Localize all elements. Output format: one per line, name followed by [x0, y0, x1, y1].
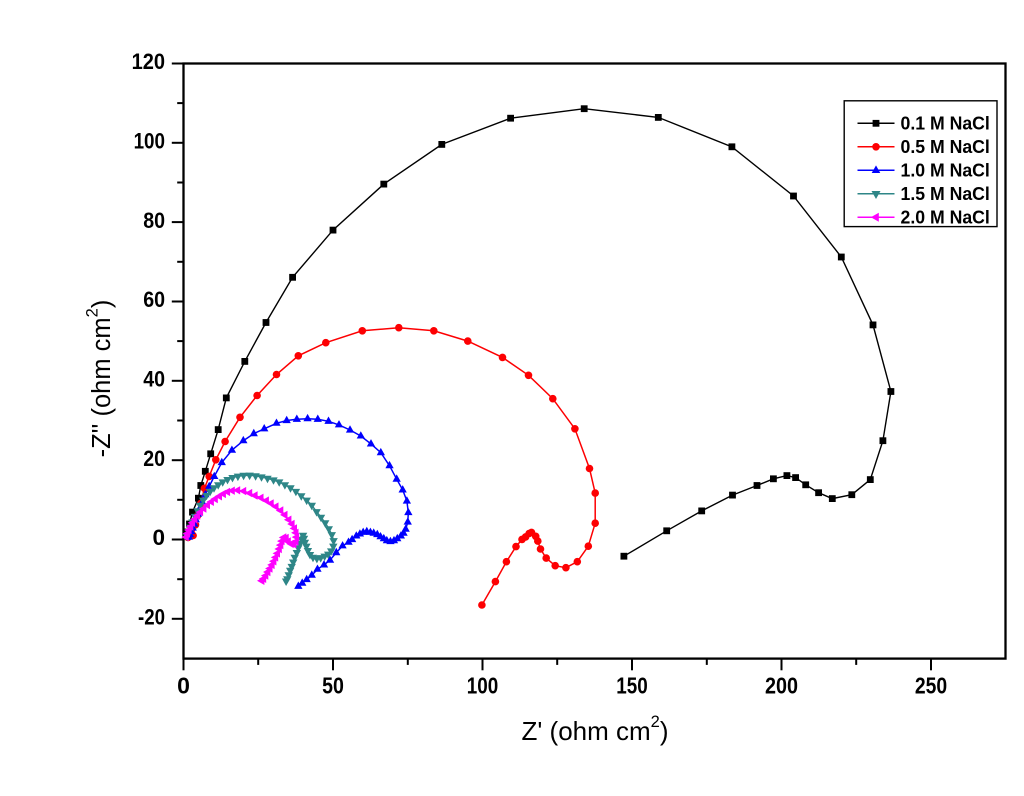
- svg-text:0.5 M NaCl: 0.5 M NaCl: [901, 136, 990, 157]
- svg-text:60: 60: [143, 287, 165, 312]
- svg-text:0: 0: [152, 525, 165, 550]
- svg-text:0.1 M NaCl: 0.1 M NaCl: [901, 112, 990, 133]
- svg-text:0: 0: [177, 672, 190, 698]
- svg-text:150: 150: [616, 672, 648, 698]
- svg-text:120: 120: [132, 49, 165, 74]
- svg-text:50: 50: [322, 672, 344, 698]
- svg-text:80: 80: [143, 208, 165, 233]
- svg-text:250: 250: [915, 672, 947, 698]
- svg-text:20: 20: [143, 446, 165, 471]
- svg-text:-20: -20: [138, 605, 165, 630]
- svg-text:1.5 M NaCl: 1.5 M NaCl: [901, 183, 990, 204]
- svg-text:40: 40: [143, 367, 165, 392]
- svg-text:2.0 M NaCl: 2.0 M NaCl: [901, 206, 990, 227]
- svg-text:100: 100: [134, 129, 165, 154]
- svg-text:200: 200: [765, 672, 798, 698]
- svg-text:-Z'' (ohm cm2): -Z'' (ohm cm2): [84, 300, 117, 458]
- svg-text:Z' (ohm cm2): Z' (ohm cm2): [521, 713, 668, 746]
- svg-text:1.0 M NaCl: 1.0 M NaCl: [901, 159, 990, 180]
- svg-text:100: 100: [467, 672, 499, 698]
